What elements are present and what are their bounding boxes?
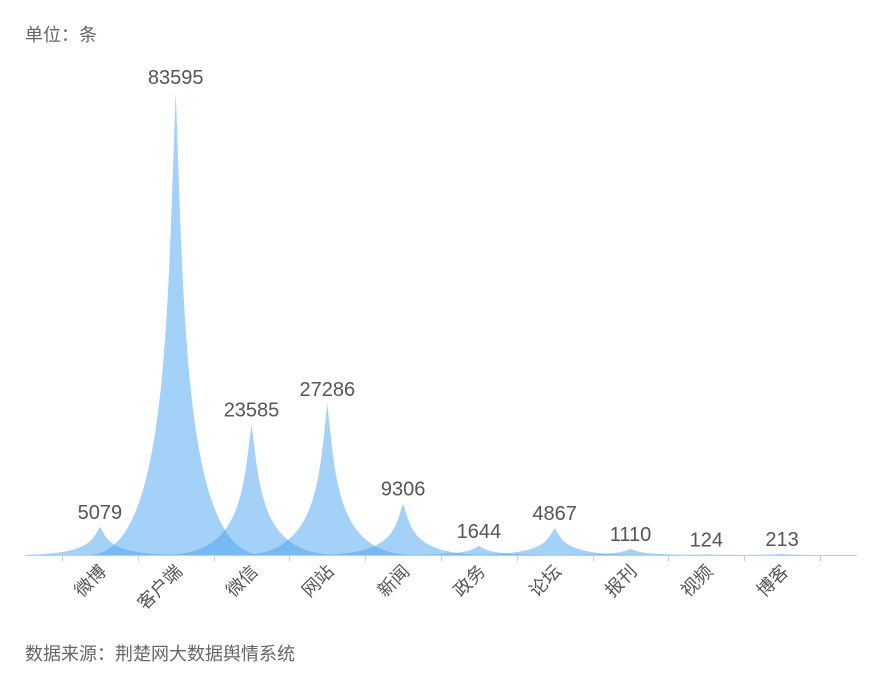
category-label: 新闻 [374, 561, 414, 601]
spike-bar [240, 403, 415, 555]
category-label: 网站 [298, 561, 338, 601]
value-label: 5079 [78, 502, 123, 524]
value-label: 1644 [457, 521, 502, 543]
unit-label: 单位：条 [25, 25, 97, 46]
category-label: 客户端 [134, 561, 187, 614]
value-label: 27286 [299, 379, 355, 401]
category-label: 微博 [71, 561, 111, 601]
source-label: 数据来源：荆楚网大数据舆情系统 [25, 644, 295, 665]
spike-bar [315, 503, 491, 555]
category-label: 报刊 [601, 561, 641, 601]
category-label: 论坛 [525, 561, 565, 601]
category-label: 博客 [753, 561, 793, 601]
value-label: 213 [765, 529, 798, 551]
spike-bar [619, 554, 794, 555]
value-labels: 5079 83595 23585 27286 9306 1644 4867 1110 124 21… [78, 67, 799, 551]
spike-bar [543, 548, 718, 555]
spike-bar [467, 528, 642, 555]
value-label: 4867 [532, 503, 577, 525]
spike-bar [694, 553, 870, 555]
value-label: 83595 [148, 67, 204, 89]
x-axis-ticks [62, 555, 821, 561]
category-label: 政务 [450, 561, 490, 601]
category-labels: 微博 客户端 微信 网站 新闻 政务 论坛 报刊 视频 博客 [71, 561, 794, 614]
spike-bar [12, 526, 188, 555]
spike-bar [391, 545, 567, 555]
category-label: 视频 [677, 561, 717, 601]
spike-bar [164, 424, 339, 555]
category-label: 微信 [222, 561, 262, 601]
value-label: 1110 [610, 524, 652, 546]
value-label: 124 [690, 529, 723, 551]
value-label: 9306 [381, 478, 426, 500]
spikes-layer [12, 92, 870, 555]
value-label: 23585 [224, 399, 280, 421]
spike-bar [88, 92, 263, 555]
